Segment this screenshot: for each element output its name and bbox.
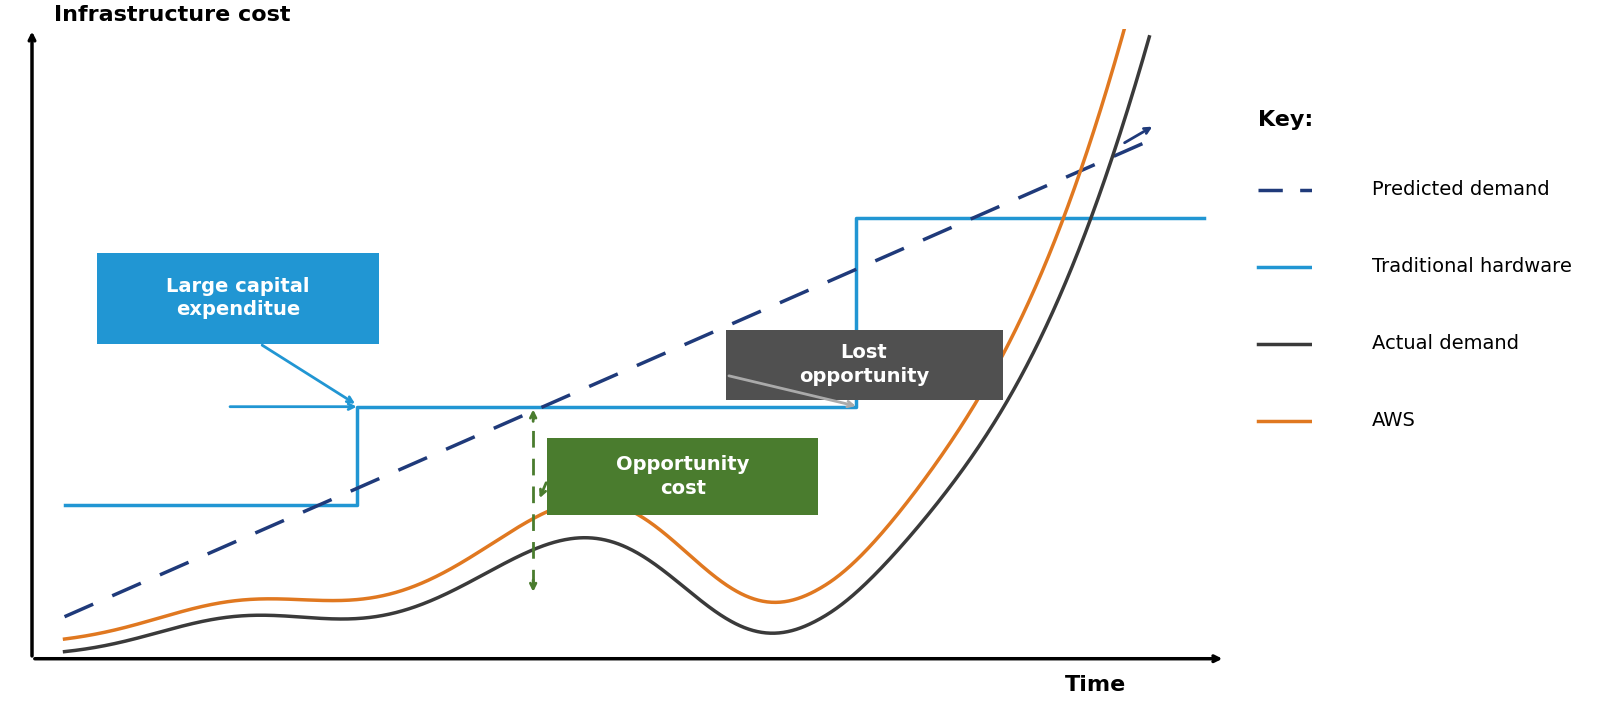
FancyBboxPatch shape: [98, 253, 379, 344]
Text: Actual demand: Actual demand: [1371, 334, 1518, 353]
Text: Key:: Key:: [1258, 110, 1314, 130]
FancyBboxPatch shape: [726, 329, 1003, 400]
Text: Infrastructure cost: Infrastructure cost: [54, 5, 290, 25]
Text: Lost
opportunity: Lost opportunity: [798, 344, 930, 386]
Text: Opportunity
cost: Opportunity cost: [616, 455, 749, 498]
FancyBboxPatch shape: [547, 438, 819, 516]
Text: Time: Time: [1064, 675, 1126, 695]
Text: AWS: AWS: [1371, 411, 1416, 430]
Text: Large capital
expenditue: Large capital expenditue: [166, 277, 310, 319]
Text: Traditional hardware: Traditional hardware: [1371, 257, 1571, 276]
Text: Predicted demand: Predicted demand: [1371, 180, 1549, 199]
